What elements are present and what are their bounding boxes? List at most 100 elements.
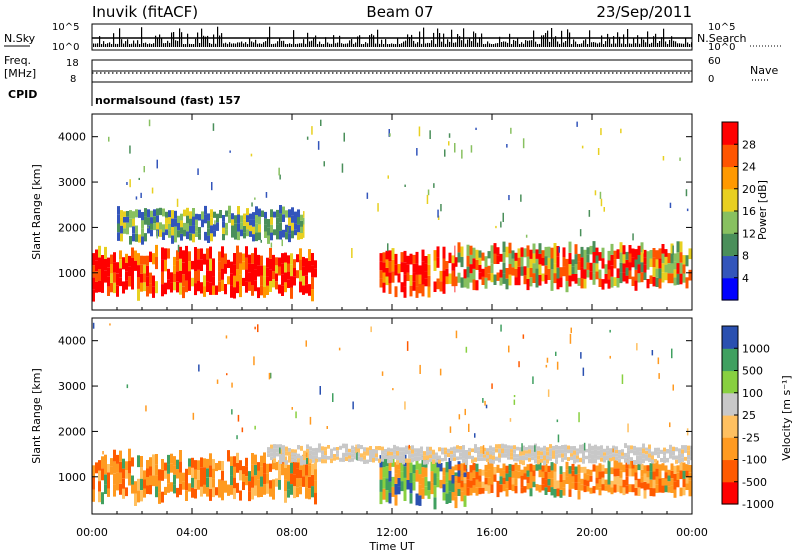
velocity-cell <box>176 487 179 498</box>
power-cell <box>290 276 293 288</box>
velocity-echo <box>518 361 520 368</box>
velocity-cell <box>342 452 345 458</box>
velocity-cell <box>324 446 327 451</box>
velocity-cell <box>378 458 381 463</box>
velocity-cell <box>405 458 408 463</box>
velocity-cell <box>583 466 587 474</box>
velocity-cell <box>429 454 432 459</box>
velocity-cell <box>682 470 686 479</box>
velocity-cell <box>627 450 630 455</box>
velocity-cell <box>293 486 296 499</box>
velocity-cell <box>287 464 290 473</box>
count-bar <box>617 32 619 47</box>
velocity-cell <box>288 455 291 459</box>
velocity-cell <box>447 448 450 453</box>
power-cell <box>194 283 197 296</box>
velocity-cell <box>522 455 525 461</box>
velocity-cell <box>375 453 378 458</box>
velocity-cell <box>206 477 209 488</box>
velocity-cell <box>203 458 206 468</box>
velocity-cell <box>417 452 420 457</box>
count-bar <box>345 43 347 47</box>
velocity-cell <box>95 462 98 474</box>
counts-tick-bottom-right: 10^0 <box>708 42 735 53</box>
count-bar <box>379 43 381 47</box>
velocity-cell <box>128 473 131 486</box>
power-cell <box>451 278 455 287</box>
velocity-cell <box>621 455 624 460</box>
power-cell <box>305 267 308 276</box>
power-cell <box>276 224 279 232</box>
velocity-echo <box>455 330 458 339</box>
power-cell <box>284 272 287 283</box>
count-bar <box>175 40 177 47</box>
power-cell <box>382 262 386 273</box>
velocity-cell <box>555 454 558 460</box>
x-tick-label: 20:00 <box>576 526 608 539</box>
power-cell <box>460 246 464 257</box>
power-cell <box>171 218 174 227</box>
power-echo <box>317 141 320 150</box>
power-cell <box>287 279 290 288</box>
velocity-cell <box>666 449 669 454</box>
velocity-cell <box>681 457 684 462</box>
power-cell <box>150 223 153 230</box>
count-bar <box>653 36 655 47</box>
power-echo <box>632 233 634 241</box>
power-cell <box>188 251 191 262</box>
velocity-echo <box>532 376 534 384</box>
power-cell <box>550 280 554 291</box>
power-cell <box>201 211 204 220</box>
power-echo <box>448 133 451 138</box>
power-cell <box>541 273 545 282</box>
velocity-cell <box>400 481 404 492</box>
velocity-cell <box>615 449 618 454</box>
velocity-cell <box>523 466 527 474</box>
power-cell <box>134 260 137 271</box>
count-bar <box>475 33 477 47</box>
power-cell <box>303 231 305 238</box>
power-cell <box>192 208 195 217</box>
count-bar <box>501 42 503 47</box>
velocity-cell <box>408 458 411 463</box>
power-echo <box>389 133 391 137</box>
velocity-cell <box>502 484 506 492</box>
count-bar <box>691 42 693 47</box>
velocity-cell <box>381 450 384 455</box>
velocity-cell <box>366 459 369 464</box>
power-cell <box>191 260 194 270</box>
power-cell <box>126 228 129 235</box>
velocity-cell <box>558 446 561 450</box>
velocity-cell <box>594 458 597 464</box>
count-bar <box>299 43 301 47</box>
velocity-cell <box>254 475 257 486</box>
power-cell <box>454 257 458 267</box>
count-bar <box>403 41 405 47</box>
velocity-cell <box>305 452 308 465</box>
power-cell <box>568 241 572 253</box>
power-cell <box>255 215 258 224</box>
count-bar <box>611 43 613 47</box>
velocity-ytick-label: 3000 <box>58 380 86 393</box>
velocity-cell <box>496 489 500 498</box>
power-cell <box>300 220 303 227</box>
power-echo <box>416 148 418 156</box>
velocity-echo <box>326 426 328 429</box>
power-cell <box>520 247 524 257</box>
velocity-cell <box>595 483 599 490</box>
velocity-cell <box>200 467 203 477</box>
power-cell <box>571 274 575 282</box>
velocity-cell <box>296 459 299 469</box>
velocity-cell <box>382 477 386 489</box>
count-bar <box>355 42 357 47</box>
velocity-cell <box>134 481 137 494</box>
power-cell <box>565 270 569 282</box>
velocity-cell <box>267 450 270 454</box>
velocity-cell <box>300 460 303 466</box>
velocity-cell <box>492 451 495 456</box>
power-cell <box>547 268 551 280</box>
power-cell <box>188 271 191 281</box>
power-cell <box>222 221 225 228</box>
power-cell <box>297 217 300 225</box>
